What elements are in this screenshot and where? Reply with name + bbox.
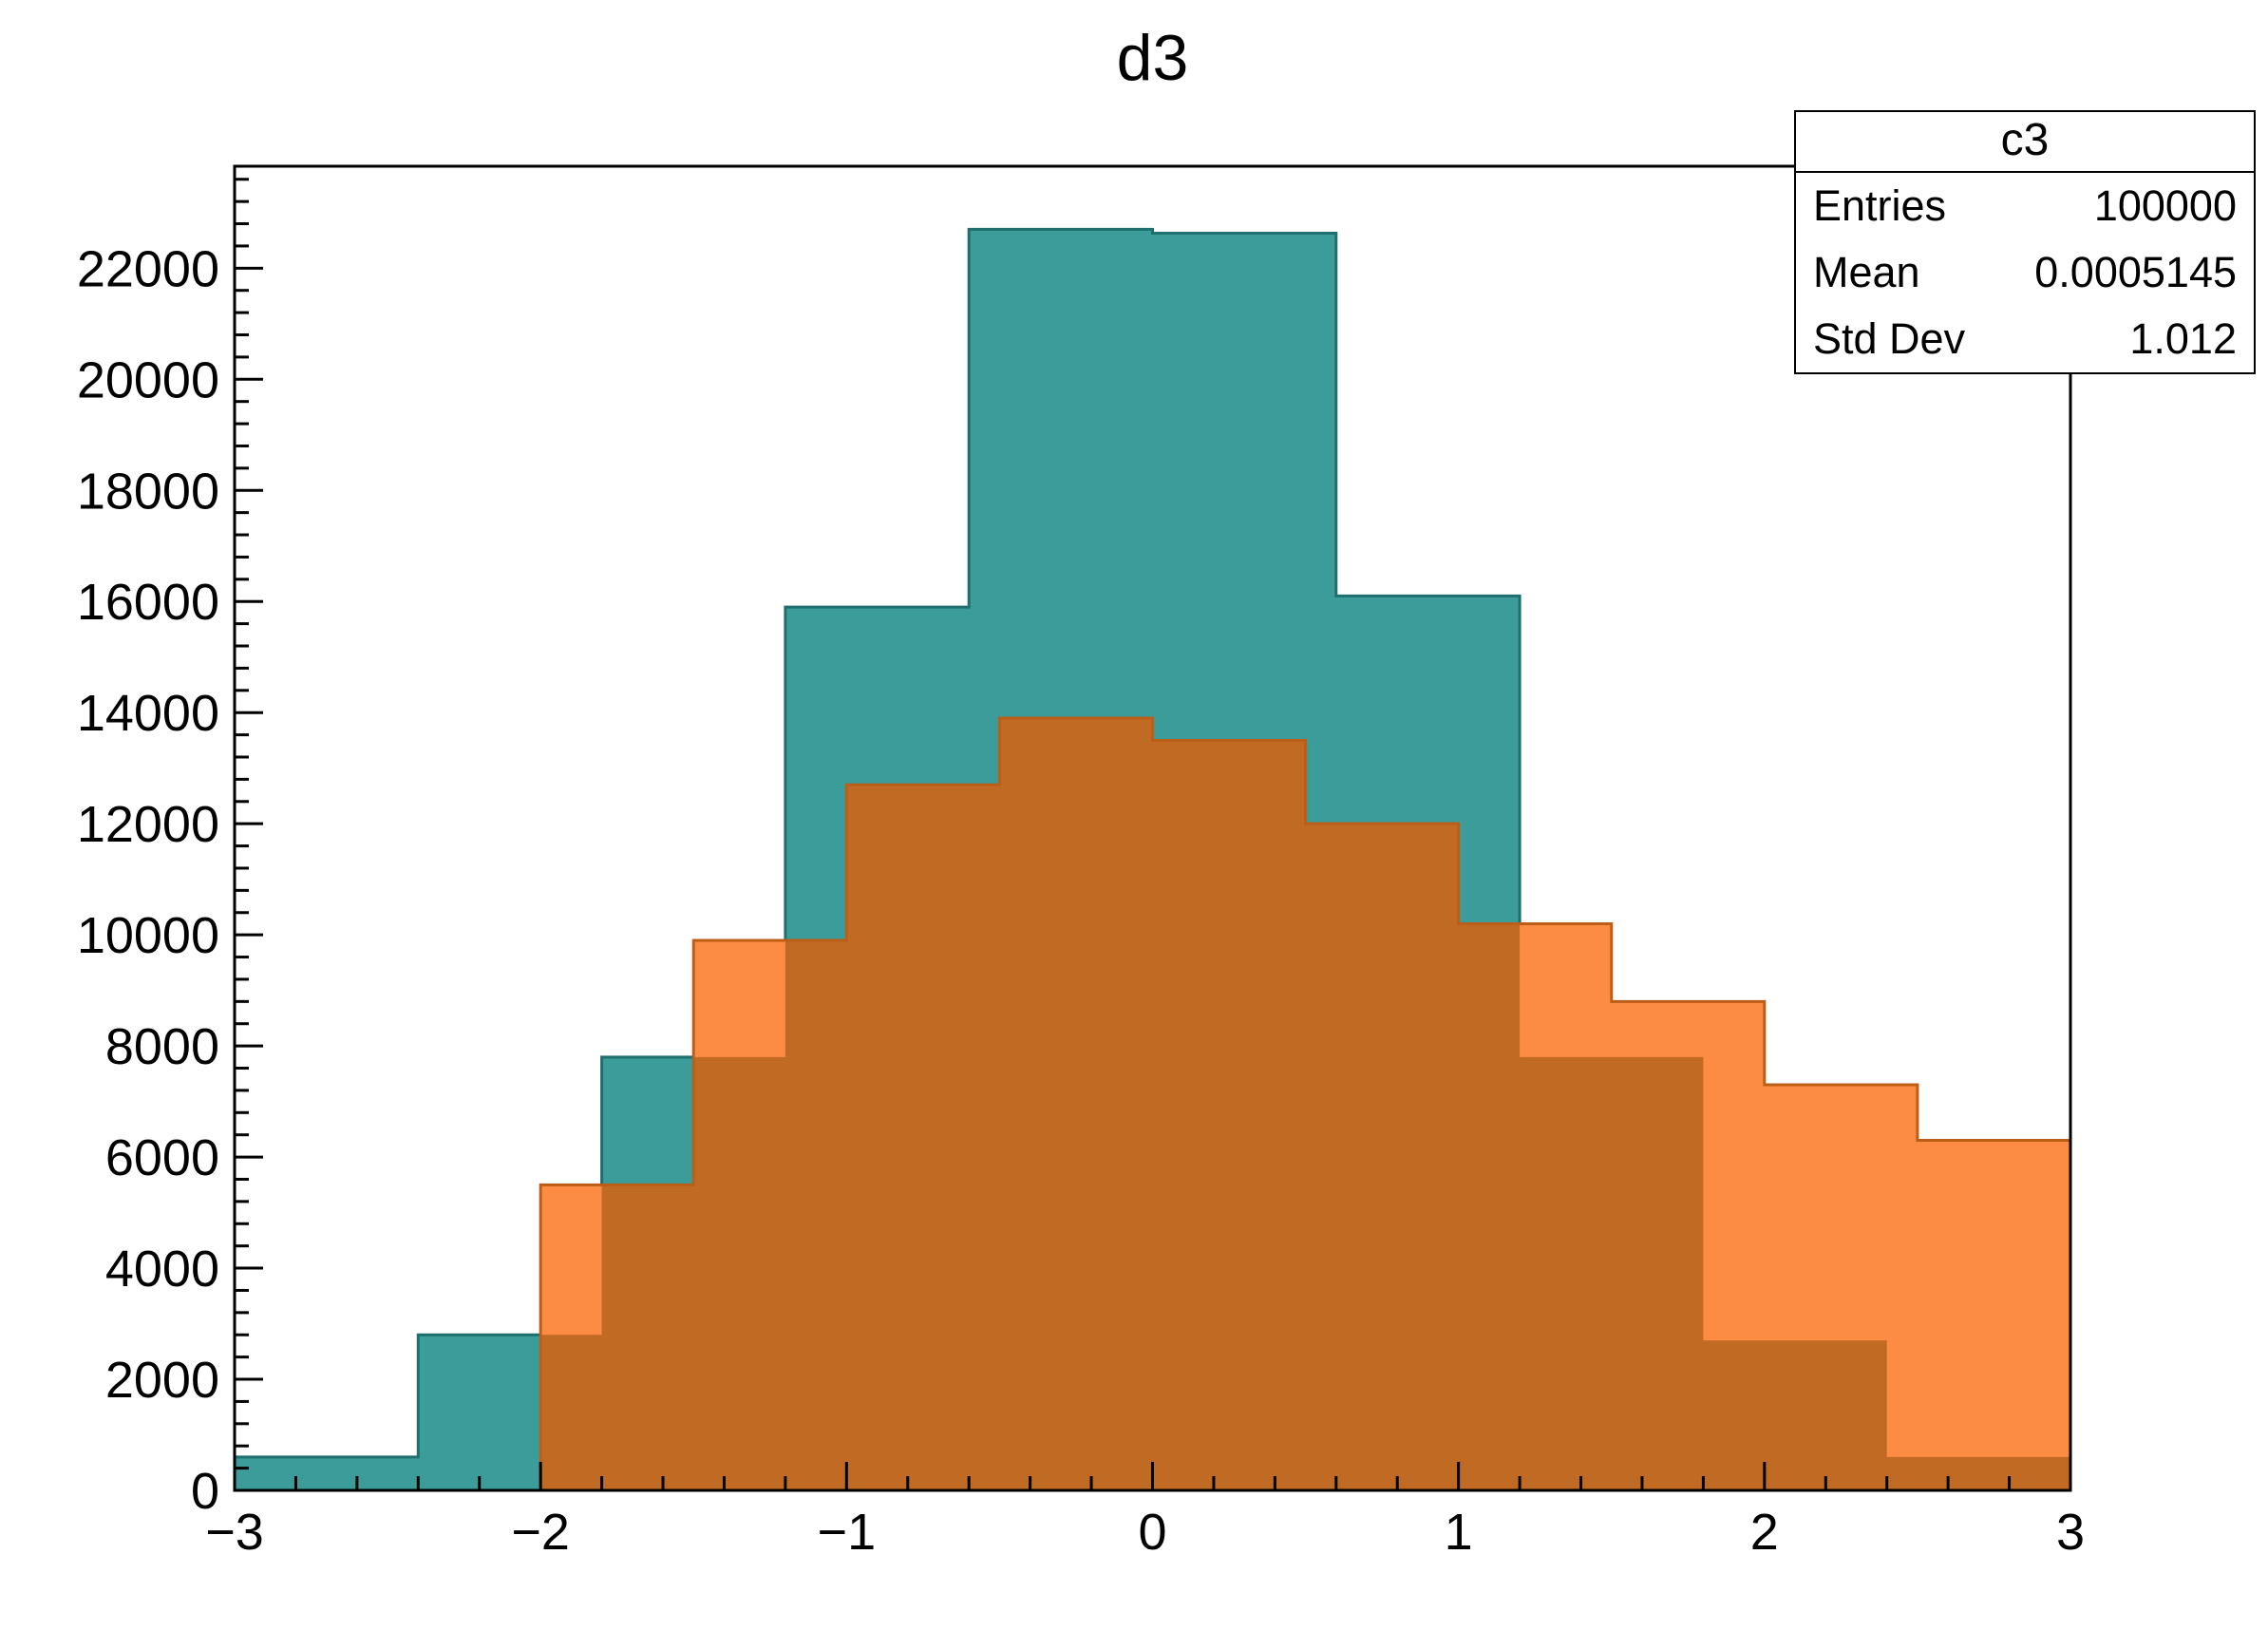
x-tick-label: −3 [205, 1504, 264, 1561]
x-tick-label: 2 [1750, 1504, 1779, 1561]
x-tick-label: −2 [511, 1504, 570, 1561]
stats-row-entries: Entries 100000 [1796, 173, 2254, 239]
y-tick-label: 6000 [105, 1129, 219, 1186]
stats-stddev-value: 1.012 [2129, 314, 2237, 363]
y-tick-label: 10000 [77, 907, 219, 964]
stats-entries-label: Entries [1813, 181, 1947, 230]
y-tick-label: 12000 [77, 796, 219, 853]
x-tick-label: 0 [1138, 1504, 1166, 1561]
stats-row-stddev: Std Dev 1.012 [1796, 306, 2254, 372]
orange-histogram-outline [235, 716, 2072, 1492]
y-tick-label: 2000 [105, 1352, 219, 1409]
y-tick-label: 14000 [77, 685, 219, 742]
stats-box-title: c3 [1796, 112, 2254, 173]
stats-row-mean: Mean 0.0005145 [1796, 239, 2254, 306]
y-axis: 0 2000 4000 6000 8000 10000 12000 14000 16000 180… [77, 178, 263, 1520]
stats-mean-value: 0.0005145 [2034, 248, 2237, 296]
x-tick-label: −1 [818, 1504, 877, 1561]
x-tick-label: 1 [1445, 1504, 1473, 1561]
stats-mean-label: Mean [1813, 248, 1920, 296]
y-tick-label: 18000 [77, 463, 219, 520]
plot-title: d3 [1116, 22, 1189, 94]
y-tick-label: 22000 [77, 240, 219, 297]
stats-entries-value: 100000 [2093, 181, 2237, 230]
stats-box: c3 Entries 100000 Mean 0.0005145 Std Dev… [1794, 110, 2256, 374]
stats-stddev-label: Std Dev [1813, 314, 1966, 363]
y-tick-label: 16000 [77, 574, 219, 631]
y-tick-label: 20000 [77, 351, 219, 408]
y-tick-label: 4000 [105, 1241, 219, 1298]
y-tick-label: 8000 [105, 1018, 219, 1075]
histogram-overlap-region [235, 718, 2070, 1490]
y-tick-label: 0 [191, 1463, 219, 1520]
x-tick-label: 3 [2056, 1504, 2085, 1561]
x-axis: −3 −2 −1 0 1 2 3 [205, 1462, 2085, 1561]
